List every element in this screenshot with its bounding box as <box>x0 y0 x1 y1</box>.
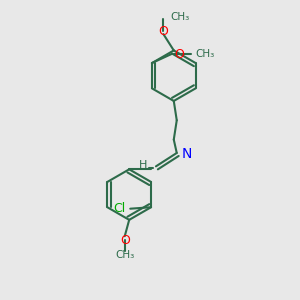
Text: O: O <box>174 48 184 61</box>
Text: Cl: Cl <box>114 202 126 215</box>
Text: CH₃: CH₃ <box>115 250 134 260</box>
Text: O: O <box>120 234 130 247</box>
Text: CH₃: CH₃ <box>171 12 190 22</box>
Text: N: N <box>182 148 193 161</box>
Text: CH₃: CH₃ <box>195 49 214 59</box>
Text: H: H <box>139 160 147 170</box>
Text: O: O <box>158 25 168 38</box>
